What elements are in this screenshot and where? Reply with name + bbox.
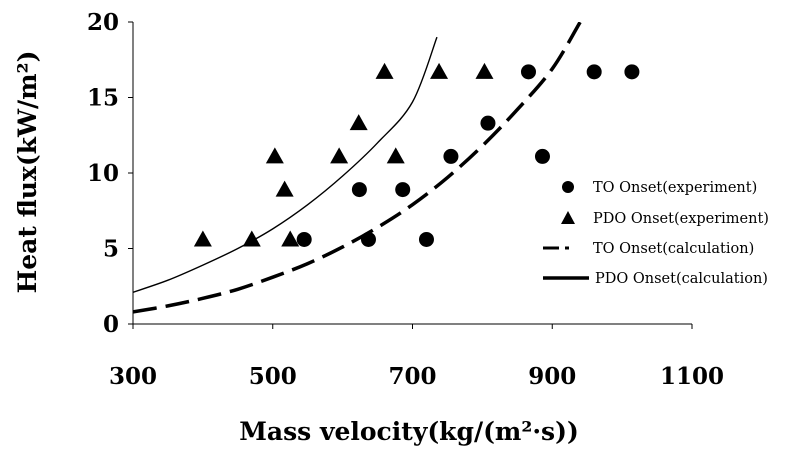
x-tick-label: 1100 xyxy=(660,363,724,390)
legend-marker-circle xyxy=(562,181,574,193)
series-line-solid xyxy=(133,36,438,293)
x-tick-label: 900 xyxy=(528,363,576,390)
data-point-circle xyxy=(395,182,411,198)
x-tick-label: 500 xyxy=(249,363,297,390)
x-tick-label: 700 xyxy=(388,363,436,390)
data-point-circle xyxy=(520,64,536,80)
data-point-triangle xyxy=(349,114,368,131)
data-point-circle xyxy=(443,148,459,164)
data-point-circle xyxy=(360,231,376,247)
data-point-triangle xyxy=(330,147,349,164)
legend: TO Onset(experiment) PDO Onset(experiment… xyxy=(543,180,769,287)
legend-marker-triangle xyxy=(561,211,575,224)
data-point-triangle xyxy=(375,62,394,79)
data-point-triangle xyxy=(281,230,300,247)
data-point-triangle xyxy=(430,62,449,79)
data-point-circle xyxy=(351,182,367,198)
y-tick-label: 15 xyxy=(87,85,119,112)
axes xyxy=(128,21,693,329)
data-point-circle xyxy=(534,148,550,164)
y-tick-label: 0 xyxy=(103,311,119,338)
data-point-circle xyxy=(480,115,496,131)
y-tick-label: 20 xyxy=(87,9,119,36)
data-point-triangle xyxy=(242,230,261,247)
series-markers xyxy=(193,62,640,247)
data-point-triangle xyxy=(265,147,284,164)
data-point-circle xyxy=(624,64,640,80)
y-tick-label: 5 xyxy=(103,236,119,263)
series-line-dashed xyxy=(133,22,582,314)
data-point-triangle xyxy=(275,180,294,197)
data-point-triangle xyxy=(193,230,212,247)
data-point-triangle xyxy=(475,62,494,79)
data-point-triangle xyxy=(386,147,405,164)
x-tick-label: 300 xyxy=(109,363,157,390)
y-tick-label: 10 xyxy=(87,160,119,187)
legend-label: PDO Onset(experiment) xyxy=(593,211,769,227)
data-point-circle xyxy=(586,64,602,80)
data-point-circle xyxy=(296,231,312,247)
series-lines xyxy=(133,22,582,314)
data-point-circle xyxy=(418,231,434,247)
x-axis-title: Mass velocity(kg/(m²·s)) xyxy=(239,417,579,446)
y-axis-title: Heat flux(kW/m²) xyxy=(13,51,42,294)
legend-label: TO Onset(calculation) xyxy=(593,241,754,257)
legend-label: PDO Onset(calculation) xyxy=(595,271,768,287)
legend-label: TO Onset(experiment) xyxy=(593,180,757,196)
tick-labels: 0 5 10 15 20 300 500 700 900 1100 xyxy=(87,9,724,390)
